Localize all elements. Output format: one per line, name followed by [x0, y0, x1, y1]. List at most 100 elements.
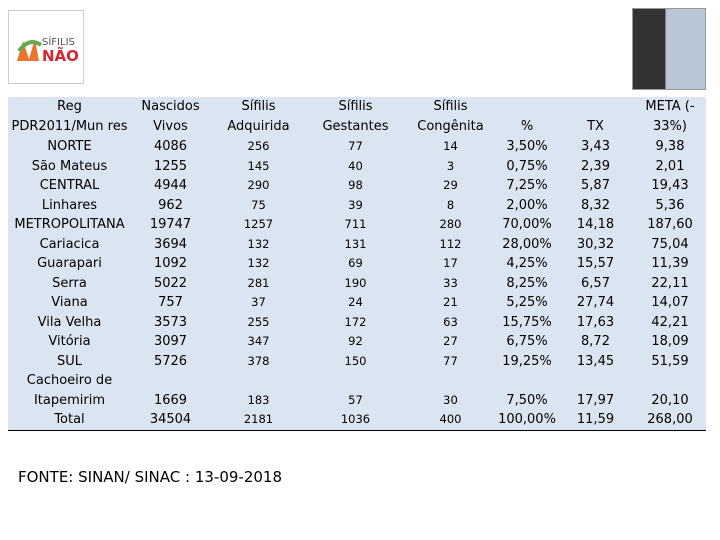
table-cell: 9,38: [655, 139, 685, 154]
table-cell: 42,21: [651, 314, 689, 330]
table-cell: 100,00%: [497, 410, 557, 431]
table-cell: Sífilis Adquirida: [227, 99, 290, 134]
table-cell: 3: [446, 158, 455, 173]
table-cell: 3573: [153, 314, 188, 330]
table-cell: 51,59: [651, 353, 689, 369]
table-cell: 29: [443, 178, 458, 192]
table-cell: 1255: [153, 158, 188, 174]
table-cell: 378: [247, 353, 270, 368]
table-cell: 75,04: [651, 236, 689, 252]
table-cell: META (- 33%): [645, 99, 695, 134]
table-cell: Serra: [52, 275, 87, 291]
logo-text: NÃO: [42, 46, 79, 65]
table-cell: Cachoeiro de Itapemirim: [26, 373, 113, 408]
table-cell: 6,75%: [506, 334, 548, 349]
table-cell: 14,18: [576, 217, 615, 232]
table-cell: 1036: [307, 410, 404, 431]
table-cell: 4944: [153, 178, 188, 193]
table-cell: 400: [404, 410, 497, 431]
table-row: Cachoeiro de Itapemirim 1669 183 57 30 7,50% 1…: [8, 371, 706, 410]
table-cell: 19,25%: [502, 353, 552, 369]
table-row: Total 34504 2181 1036 400 100,00% 11,59 268,00: [8, 410, 706, 431]
table-cell: 77: [348, 139, 363, 153]
table-cell: 268,00: [634, 410, 706, 431]
table-cell: NORTE: [47, 139, 92, 154]
table-cell: %: [520, 119, 534, 134]
table-cell: SUL: [56, 353, 82, 369]
table-cell: 7,25%: [506, 178, 548, 193]
table-row: Vitória 3097 347 92 27 6,75% 8,72 18,09: [8, 332, 706, 352]
table-cell: 75: [251, 197, 266, 212]
table-cell: 172: [344, 314, 367, 329]
poster-image: [632, 8, 706, 90]
table-cell: 280: [439, 217, 462, 231]
table-cell: Nascidos Vivos: [141, 99, 200, 134]
table-cell: 17,63: [576, 314, 615, 330]
table-cell: 132: [247, 256, 270, 270]
table-cell: 347: [247, 334, 270, 348]
table-cell: 5,36: [655, 197, 685, 213]
table-cell: Sífilis Congênita: [417, 99, 484, 134]
table-row: Viana 757 37 24 21 5,25% 27,74 14,07: [8, 293, 706, 313]
table-cell: 21: [443, 295, 458, 309]
table-row: São Mateus 1255 145 40 3 0,75% 2,39 2,01: [8, 157, 706, 177]
table-cell: Reg PDR2011/Mun res: [11, 99, 128, 134]
table-cell: 8,72: [581, 334, 610, 349]
table-cell: 281: [247, 275, 270, 290]
table-cell: 30,32: [576, 236, 615, 252]
table-cell: 8,32: [581, 197, 610, 213]
table-cell: 15,75%: [502, 314, 552, 330]
table-cell: 28,00%: [502, 236, 552, 252]
table-cell: 24: [348, 295, 363, 309]
table-cell: 19747: [149, 217, 192, 232]
table-cell: Viana: [51, 295, 88, 310]
logo-text: SÍFILIS: [42, 35, 75, 48]
table-cell: 5,25%: [506, 295, 548, 310]
table-cell: 11,59: [557, 410, 634, 431]
table-cell: 150: [344, 353, 367, 368]
table-cell: 98: [348, 178, 363, 192]
table-row: NORTE 4086 256 77 14 3,50% 3,43 9,38: [8, 137, 706, 157]
data-table: Reg PDR2011/Mun res Nascidos Vivos Sífilis…: [8, 97, 706, 431]
table-cell: Vila Velha: [37, 314, 102, 330]
table-cell: 187,60: [647, 217, 693, 232]
table-cell: Vitória: [48, 334, 91, 349]
table-cell: 190: [344, 275, 367, 290]
table-cell: 33: [443, 275, 458, 290]
table-row: METROPOLITANA 19747 1257 711 280 70,00% 14,18 1…: [8, 215, 706, 235]
table-cell: 1669: [153, 392, 188, 408]
table-cell: 4,25%: [506, 256, 548, 271]
table-cell: 1257: [243, 217, 274, 231]
table-cell: 256: [247, 139, 270, 153]
table-cell: 2181: [210, 410, 307, 431]
table-cell: Sífilis Gestantes: [322, 99, 389, 134]
source-note: FONTE: SINAN/ SINAC : 13-09-2018: [18, 468, 282, 486]
table-cell: 145: [247, 158, 270, 173]
table-cell: Total: [8, 410, 131, 431]
table-row: SUL 5726 378 150 77 19,25% 13,45 51,59: [8, 352, 706, 372]
table-cell: 30: [443, 392, 458, 407]
table-cell: 2,39: [581, 158, 610, 174]
table-cell: 6,57: [581, 275, 610, 291]
header-row: Reg PDR2011/Mun res Nascidos Vivos Sífilis…: [8, 97, 706, 137]
table-row: Vila Velha 3573 255 172 63 15,75% 17,63 42,21: [8, 313, 706, 333]
table-cell: 255: [247, 314, 270, 329]
table-cell: 92: [348, 334, 363, 348]
table-cell: 5022: [153, 275, 188, 291]
table-row: Serra 5022 281 190 33 8,25% 6,57 22,11: [8, 274, 706, 294]
table-cell: TX: [587, 119, 604, 134]
table-cell: 5,87: [581, 178, 610, 193]
table-cell: 57: [348, 392, 363, 407]
table-cell: 711: [344, 217, 367, 231]
table-cell: 69: [348, 256, 363, 270]
table-cell: Linhares: [41, 197, 98, 213]
table-cell: 77: [443, 353, 458, 368]
table-cell: 962: [158, 197, 183, 213]
table-cell: 4086: [153, 139, 188, 154]
table-cell: São Mateus: [31, 158, 108, 174]
table-cell: 757: [158, 295, 183, 310]
table-cell: 3097: [153, 334, 188, 349]
table-cell: 183: [247, 392, 270, 407]
table-cell: 63: [443, 314, 458, 329]
